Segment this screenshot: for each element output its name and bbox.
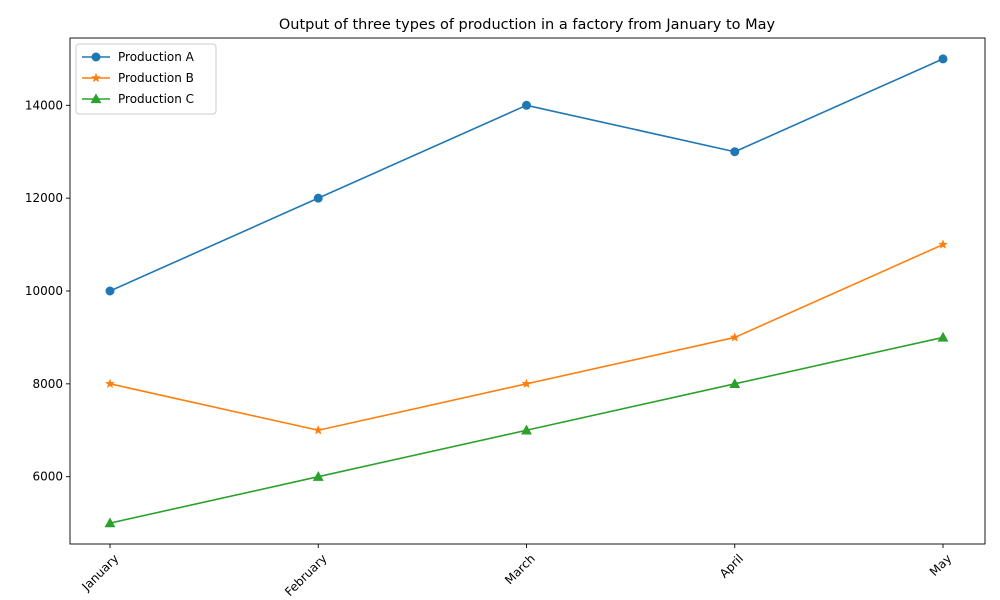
x-tick-label: February	[282, 551, 330, 599]
data-point-production-a	[730, 147, 740, 157]
series-production-c	[104, 331, 949, 528]
chart-title: Output of three types of production in a…	[279, 17, 776, 33]
data-point-production-c	[104, 517, 116, 528]
x-tick-label: May	[927, 551, 954, 578]
data-point-production-c	[312, 471, 324, 481]
data-point-production-c	[937, 331, 949, 342]
y-tick-label: 14000	[25, 98, 63, 112]
y-tick-label: 6000	[32, 470, 63, 484]
legend: Production A Production B Production C	[75, 43, 217, 115]
legend-item-production-b: Production B	[82, 71, 194, 85]
legend-swatch-marker	[91, 52, 101, 62]
x-tick-label: April	[717, 551, 746, 580]
data-point-production-b	[521, 378, 532, 389]
series-production-a	[105, 54, 948, 296]
data-point-production-a	[313, 193, 323, 203]
data-point-production-b	[729, 332, 740, 342]
legend-item-production-a: Production A	[82, 50, 195, 64]
y-tick-label: 12000	[25, 191, 63, 205]
y-tick-label: 8000	[32, 377, 63, 391]
data-point-production-c	[729, 378, 741, 389]
legend-swatch-marker	[90, 72, 102, 83]
legend-item-production-c: Production C	[82, 92, 194, 106]
data-point-production-c	[521, 424, 532, 435]
data-point-production-a	[938, 54, 948, 64]
data-point-production-b	[104, 378, 116, 389]
x-tick-label: January	[79, 551, 122, 594]
legend-label: Production B	[118, 71, 194, 85]
x-tick-label: March	[502, 551, 538, 587]
plot-area	[70, 38, 985, 544]
data-point-production-a	[522, 100, 531, 110]
series-layer	[104, 54, 949, 528]
legend-box	[75, 43, 217, 115]
legend-label: Production C	[118, 92, 194, 106]
y-tick-label: 10000	[25, 284, 63, 298]
legend-label: Production A	[118, 50, 195, 64]
data-point-production-b	[937, 239, 949, 249]
legend-swatch-marker	[90, 93, 102, 104]
data-point-production-a	[105, 286, 115, 296]
series-production-b	[104, 239, 949, 435]
data-point-production-b	[313, 424, 324, 435]
